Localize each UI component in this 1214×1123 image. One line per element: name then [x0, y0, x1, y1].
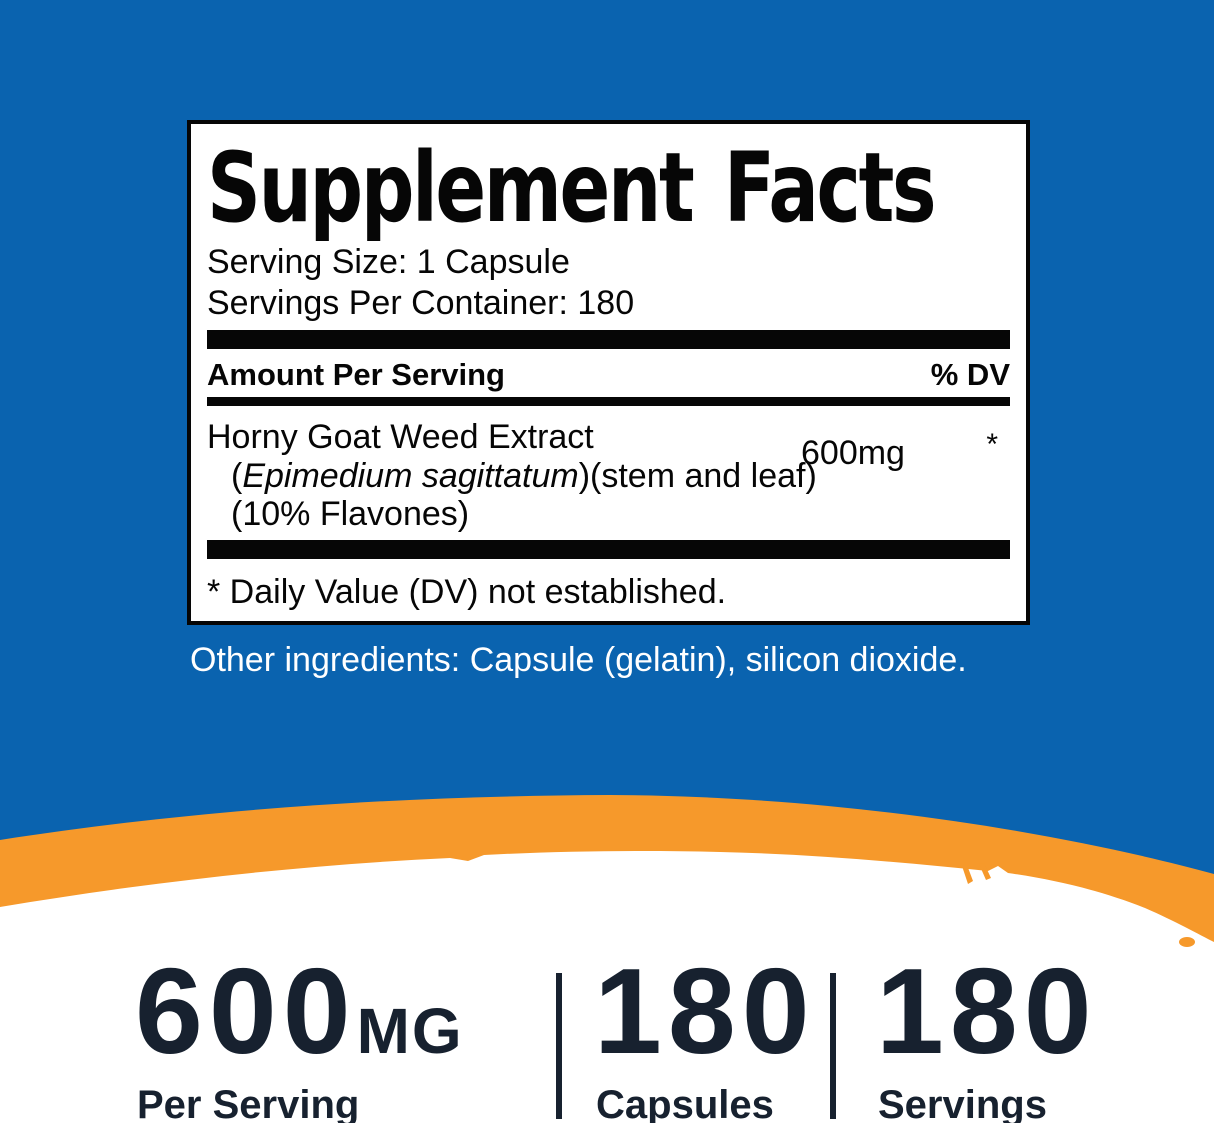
- wave-graphic: [0, 795, 1214, 1123]
- ingredient-dv-asterisk: *: [986, 427, 998, 461]
- other-ingredients: Other ingredients: Capsule (gelatin), si…: [190, 641, 967, 679]
- stat-per-serving-value: 600: [135, 943, 357, 1079]
- servings-per-container: Servings Per Container: 180: [207, 283, 635, 322]
- ingredient-amount: 600mg: [801, 433, 905, 472]
- ingredient-species-line: (Epimedium sagittatum)(stem and leaf): [231, 456, 817, 495]
- wave-white-area: [0, 851, 1214, 1123]
- stat-per-serving: 600MG Per Serving: [135, 950, 464, 1123]
- stat-servings: 180 Servings: [876, 950, 1098, 1123]
- ingredient-standardization: (10% Flavones): [231, 495, 470, 534]
- stat-divider: [556, 973, 562, 1119]
- ingredient-name: Horny Goat Weed Extract: [207, 417, 594, 456]
- panel-title: Supplement Facts: [207, 132, 937, 244]
- stat-servings-value: 180: [876, 943, 1098, 1079]
- stat-per-serving-label: Per Serving: [137, 1083, 360, 1123]
- stat-capsules-label: Capsules: [596, 1083, 774, 1123]
- stat-capsules: 180 Capsules: [594, 950, 816, 1123]
- serving-size: Serving Size: 1 Capsule: [207, 242, 570, 281]
- amount-per-serving-header: Amount Per Serving: [207, 356, 505, 392]
- divider-bar-thick-bottom: [207, 540, 1010, 560]
- percent-dv-header: % DV: [930, 356, 1010, 392]
- dv-footnote: * Daily Value (DV) not established.: [207, 573, 727, 612]
- divider-bar-thick-top: [207, 329, 1010, 349]
- stat-servings-label: Servings: [878, 1083, 1047, 1123]
- stat-divider: [830, 973, 836, 1119]
- wave-brush-tick-1: [962, 865, 973, 884]
- ingredient-row: Horny Goat Weed Extract (Epimedium sagit…: [207, 406, 1010, 534]
- wave-brush-tick-2: [979, 863, 991, 880]
- wave-brush-speck: [1179, 937, 1195, 947]
- supplement-facts-panel: Supplement Facts Serving Size: 1 Capsule…: [187, 120, 1030, 625]
- ingredient-species-latin: Epimedium sagittatum: [242, 456, 579, 495]
- stat-capsules-value: 180: [594, 943, 816, 1079]
- stat-per-serving-unit: MG: [356, 995, 464, 1067]
- divider-bar-thin: [207, 396, 1010, 406]
